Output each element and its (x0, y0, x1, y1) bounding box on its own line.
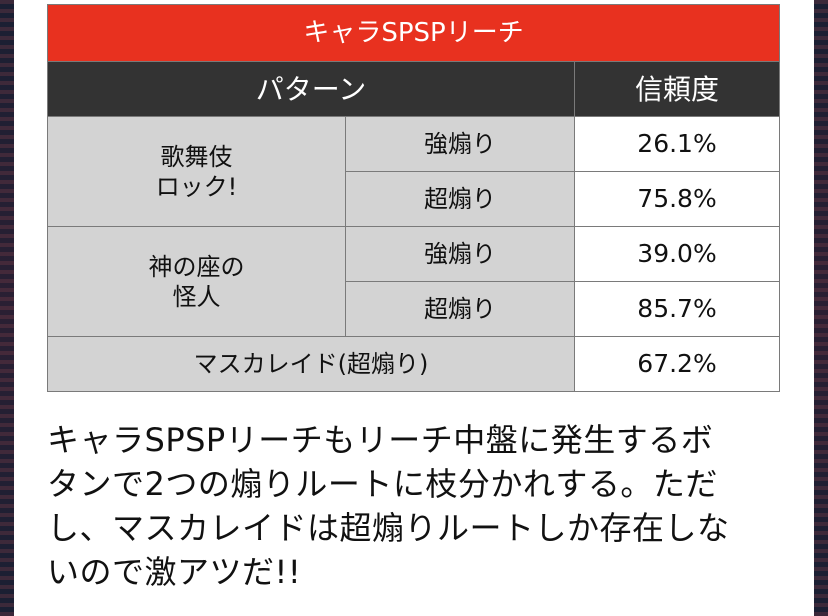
group-name-line: 怪人 (172, 282, 221, 311)
table-row: 神の座の 怪人 強煽り 39.0% (47, 226, 781, 337)
reliability-table: キャラSPSPリーチ パターン 信頼度 歌舞伎 ロック! 強煽り 26.1% 超… (46, 4, 781, 392)
pattern-type: 超煽り (345, 171, 575, 227)
group-name-kabuki: 歌舞伎 ロック! (47, 116, 346, 227)
group-name-line: 歌舞伎 (160, 142, 233, 171)
pattern-type: 強煽り (345, 116, 575, 172)
group-name-line: 神の座の (148, 252, 245, 281)
reliability-value: 39.0% (573, 226, 781, 282)
table-row: マスカレイド(超煽り) 67.2% (47, 336, 781, 392)
right-background-strip (814, 0, 828, 616)
content-card: キャラSPSPリーチ パターン 信頼度 歌舞伎 ロック! 強煽り 26.1% 超… (14, 0, 814, 616)
masquerade-label: マスカレイド(超煽り) (47, 336, 575, 392)
group-name-kaijin: 神の座の 怪人 (47, 226, 346, 337)
reliability-value: 26.1% (573, 116, 781, 172)
table-row: 歌舞伎 ロック! 強煽り 26.1% (47, 116, 781, 227)
description-line: キャラSPSPリーチもリーチ中盤に発生するボ (47, 421, 714, 459)
description-text: キャラSPSPリーチもリーチ中盤に発生するボ タンで2つの煽りルートに枝分かれす… (47, 418, 797, 594)
pattern-type: 超煽り (345, 281, 575, 337)
left-background-strip (0, 0, 14, 616)
reliability-value: 85.7% (573, 281, 781, 337)
reliability-value: 67.2% (573, 336, 781, 392)
header-pattern: パターン (47, 61, 575, 117)
reliability-value: 75.8% (573, 171, 781, 227)
group-name-line: ロック! (155, 172, 238, 201)
pattern-type: 強煽り (345, 226, 575, 282)
table-row: 超煽り 75.8% (48, 171, 781, 227)
description-line: いので激アツだ!! (47, 553, 302, 591)
header-reliability: 信頼度 (573, 61, 781, 117)
table-title: キャラSPSPリーチ (46, 4, 781, 62)
description-line: タンで2つの煽りルートに枝分かれする。ただ (47, 465, 718, 503)
description-line: し、マスカレイドは超煽りルートしか存在しな (47, 509, 730, 547)
